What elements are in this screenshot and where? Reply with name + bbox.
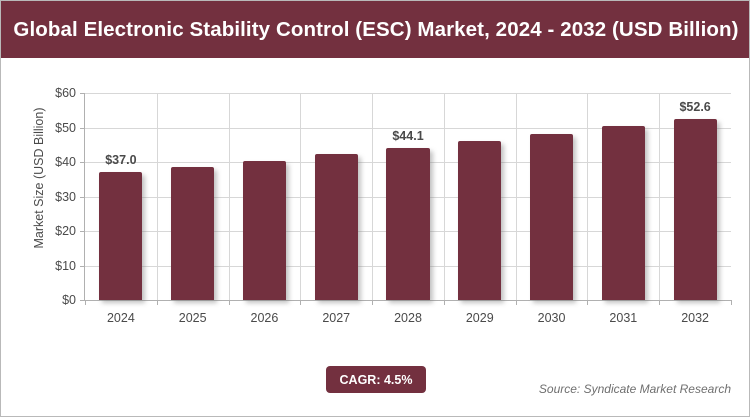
y-tick-label: $50 <box>55 120 76 135</box>
x-tick-mark <box>731 300 732 305</box>
source-label: Source: Syndicate Market Research <box>538 382 731 396</box>
x-tick-label-2027: 2027 <box>322 311 351 325</box>
x-gridline <box>443 93 445 300</box>
x-tick-mark <box>659 300 661 305</box>
y-tick-mark <box>80 162 85 163</box>
bar-2027[interactable] <box>314 154 358 300</box>
y-tick-mark <box>80 196 85 198</box>
x-axis-line <box>85 300 731 301</box>
x-gridline <box>300 93 302 300</box>
bar-2025[interactable] <box>171 167 215 300</box>
x-tick-label-2025: 2025 <box>178 311 207 325</box>
bar-2029[interactable] <box>458 140 502 300</box>
x-tick-label-2032: 2032 <box>681 311 710 325</box>
bar-2026[interactable] <box>242 160 286 300</box>
y-tick-mark <box>80 300 85 301</box>
bar-2031[interactable] <box>601 126 645 300</box>
x-tick-mark <box>300 300 302 305</box>
y-tick-mark <box>80 127 85 129</box>
y-gridline <box>85 93 731 94</box>
y-tick-label: $20 <box>55 224 76 238</box>
x-tick-mark <box>85 300 86 305</box>
y-tick-label: $10 <box>55 258 76 273</box>
x-tick-label-2031: 2031 <box>609 311 638 325</box>
x-tick-label-2028: 2028 <box>394 311 422 325</box>
x-tick-mark <box>443 300 445 305</box>
x-tick-mark <box>372 300 374 305</box>
chart-title-bar: Global Electronic Stability Control (ESC… <box>1 1 749 58</box>
bar-2030[interactable] <box>530 134 574 300</box>
x-tick-mark <box>587 300 589 305</box>
y-tick-label: $60 <box>55 86 76 100</box>
x-tick-label-2024: 2024 <box>106 311 135 325</box>
x-gridline <box>156 93 158 300</box>
x-gridline <box>372 93 374 300</box>
cagr-badge: CAGR: 4.5% <box>326 366 426 393</box>
y-gridline <box>85 127 731 129</box>
x-tick-mark <box>228 300 230 305</box>
x-gridline <box>515 93 517 300</box>
x-tick-mark <box>515 300 517 305</box>
bar-value-label-2028: $44.1 <box>392 128 424 143</box>
x-gridline <box>659 93 661 300</box>
y-tick-label: $40 <box>55 155 76 169</box>
y-tick-mark <box>80 231 85 232</box>
x-tick-mark <box>156 300 158 305</box>
bar-value-label-2024: $37.0 <box>105 153 137 168</box>
y-tick-label: $30 <box>55 189 76 204</box>
x-tick-label-2030: 2030 <box>537 311 566 325</box>
plot-area: $0 $10 $20 $30 $40 $50 $60 $37.0 2024 2025 2026 202… <box>55 86 732 325</box>
x-gridline <box>228 93 230 300</box>
bar-2028[interactable] <box>386 147 430 300</box>
bar-2024[interactable] <box>99 172 143 300</box>
y-tick-mark <box>80 265 85 267</box>
x-tick-label-2029: 2029 <box>465 311 494 325</box>
page-title: Global Electronic Stability Control (ESC… <box>13 17 739 41</box>
y-tick-mark <box>80 93 85 94</box>
y-tick-label: $0 <box>62 293 76 307</box>
x-tick-label-2026: 2026 <box>250 311 279 325</box>
y-axis-title: Market Size (USD Billion) <box>32 107 46 249</box>
plot-frame: Market Size (USD Billion) $0 $10 $20 $30 $40… <box>11 67 741 338</box>
x-gridline <box>587 93 589 300</box>
bar-value-label-2032: $52.6 <box>679 99 711 114</box>
bar-2032[interactable] <box>673 118 717 300</box>
